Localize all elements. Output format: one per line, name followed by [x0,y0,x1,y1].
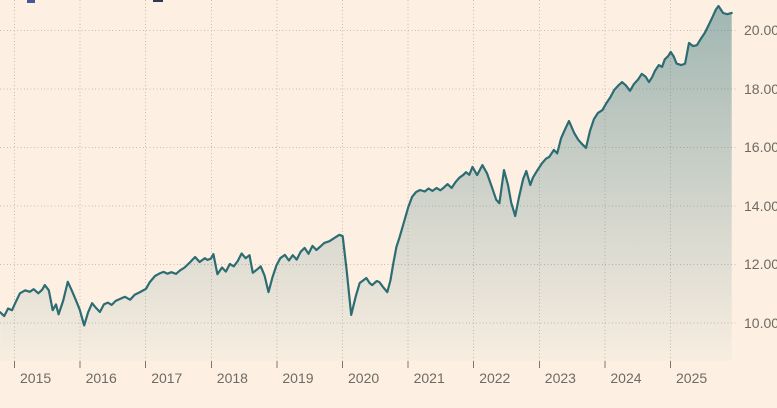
cropped-edge-artifact [153,0,163,2]
y-axis-label: 20.00 [744,22,777,38]
price-line [0,4,733,327]
x-axis-label: 2019 [282,370,314,386]
x-axis-label: 2016 [85,370,117,386]
x-axis-label: 2015 [20,370,52,386]
x-axis-label: 2021 [413,370,445,386]
x-axis-label: 2023 [544,370,576,386]
y-axis-label: 12.00 [744,256,777,272]
x-axis-label: 2025 [676,370,708,386]
x-axis-label: 2020 [348,370,380,386]
y-axis-label: 16.00 [744,139,777,155]
y-axis-label: 18.00 [744,80,777,97]
y-axis-label: 14.00 [744,197,777,214]
x-axis-label: 2024 [610,370,642,386]
y-axis-label: 10.00 [744,314,777,331]
area-fill [0,6,732,361]
x-axis-label: 2022 [479,370,511,386]
x-axis-label: 2017 [151,370,183,386]
x-axis-label: 2018 [216,370,248,386]
cropped-edge-artifact [27,0,35,3]
